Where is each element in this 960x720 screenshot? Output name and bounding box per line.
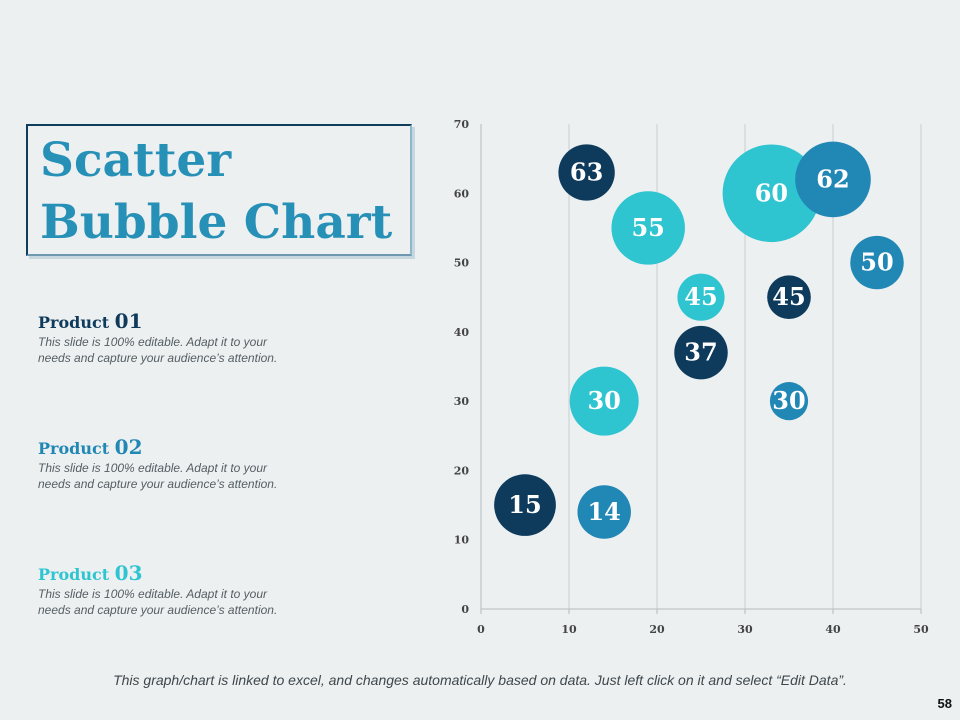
bubble-series2-3[interactable]	[769, 382, 809, 421]
x-tick-label-30: 30	[737, 623, 753, 636]
x-tick-label-40: 40	[825, 623, 841, 636]
product-3-block: Product 03 This slide is 100% editable. …	[38, 562, 328, 618]
y-tick-label-60: 60	[454, 187, 470, 200]
product-3-desc-line-1: This slide is 100% editable. Adapt it to…	[38, 587, 268, 601]
bubble-label-series2-3: 30	[772, 386, 805, 415]
product-1-desc-line-1: This slide is 100% editable. Adapt it to…	[38, 335, 268, 349]
y-tick-label-0: 0	[461, 603, 469, 616]
product-3-name: Product	[38, 565, 115, 584]
title-box: Scatter Bubble Chart	[26, 124, 412, 256]
bubble-label-series3-1: 60	[755, 178, 788, 207]
product-2-description: This slide is 100% editable. Adapt it to…	[38, 460, 328, 492]
product-2-desc-line-1: This slide is 100% editable. Adapt it to…	[38, 461, 268, 475]
bubble-series3-2[interactable]	[611, 191, 685, 265]
bubble-label-series3-2: 55	[631, 213, 664, 242]
x-tick-label-20: 20	[649, 623, 665, 636]
bubble-label-series1-3: 37	[684, 338, 717, 367]
x-tick-label-50: 50	[913, 623, 929, 636]
title-line-1: Scatter	[40, 133, 232, 188]
product-2-heading: Product 02	[38, 436, 328, 460]
bubble-series3-3[interactable]	[677, 273, 725, 321]
x-tick-label-0: 0	[477, 623, 485, 636]
product-3-number: 03	[114, 561, 143, 585]
product-2-block: Product 02 This slide is 100% editable. …	[38, 436, 328, 492]
bubble-label-series3-3: 45	[684, 282, 717, 311]
product-2-name: Product	[38, 439, 115, 458]
product-1-heading: Product 01	[38, 310, 328, 334]
product-2-desc-line-2: needs and capture your audience’s attent…	[38, 477, 278, 491]
y-tick-label-40: 40	[454, 326, 470, 339]
bubble-label-series1-1: 63	[570, 158, 603, 187]
bubble-series1-1[interactable]	[558, 144, 615, 201]
bubble-series1-3[interactable]	[674, 325, 728, 380]
product-3-heading: Product 03	[38, 562, 328, 586]
bubble-series2-4[interactable]	[577, 485, 631, 539]
bubble-label-series2-1: 62	[816, 164, 849, 193]
y-tick-label-20: 20	[454, 464, 470, 477]
bubble-chart[interactable]: 0 10 20 30 40 50 60 70 0 10 20 30 40 50 60 62 55 30 15 63 37…	[430, 110, 940, 640]
product-3-desc-line-2: needs and capture your audience’s attent…	[38, 603, 278, 617]
x-tick-label-10: 10	[561, 623, 577, 636]
product-3-description: This slide is 100% editable. Adapt it to…	[38, 586, 328, 618]
bubble-label-series3-4: 30	[587, 386, 620, 415]
bubble-label-series1-2: 45	[772, 282, 805, 311]
bubble-series3-1[interactable]	[722, 144, 821, 243]
product-1-block: Product 01 This slide is 100% editable. …	[38, 310, 328, 366]
bubble-series1-4[interactable]	[494, 474, 556, 536]
product-1-description: This slide is 100% editable. Adapt it to…	[38, 334, 328, 366]
page-title: Scatter Bubble Chart	[40, 130, 392, 254]
bubble-series3-4[interactable]	[569, 366, 639, 436]
y-tick-label-70: 70	[454, 118, 470, 131]
title-line-2: Bubble Chart	[40, 195, 393, 250]
bubble-label-series2-4: 14	[587, 497, 620, 526]
product-1-name: Product	[38, 313, 115, 332]
product-1-number: 01	[114, 309, 143, 333]
y-tick-label-30: 30	[454, 395, 470, 408]
page-number: 58	[937, 696, 952, 711]
footer-note: This graph/chart is linked to excel, and…	[113, 672, 847, 688]
y-tick-label-10: 10	[454, 534, 470, 547]
bubble-label-series1-4: 15	[508, 490, 541, 519]
bubble-series2-2[interactable]	[850, 235, 904, 290]
y-tick-label-50: 50	[454, 257, 470, 270]
bubble-series2-1[interactable]	[795, 141, 871, 218]
product-1-desc-line-2: needs and capture your audience’s attent…	[38, 351, 278, 365]
bubble-label-series2-2: 50	[860, 248, 893, 277]
product-2-number: 02	[114, 435, 143, 459]
bubble-series1-2[interactable]	[767, 275, 811, 320]
